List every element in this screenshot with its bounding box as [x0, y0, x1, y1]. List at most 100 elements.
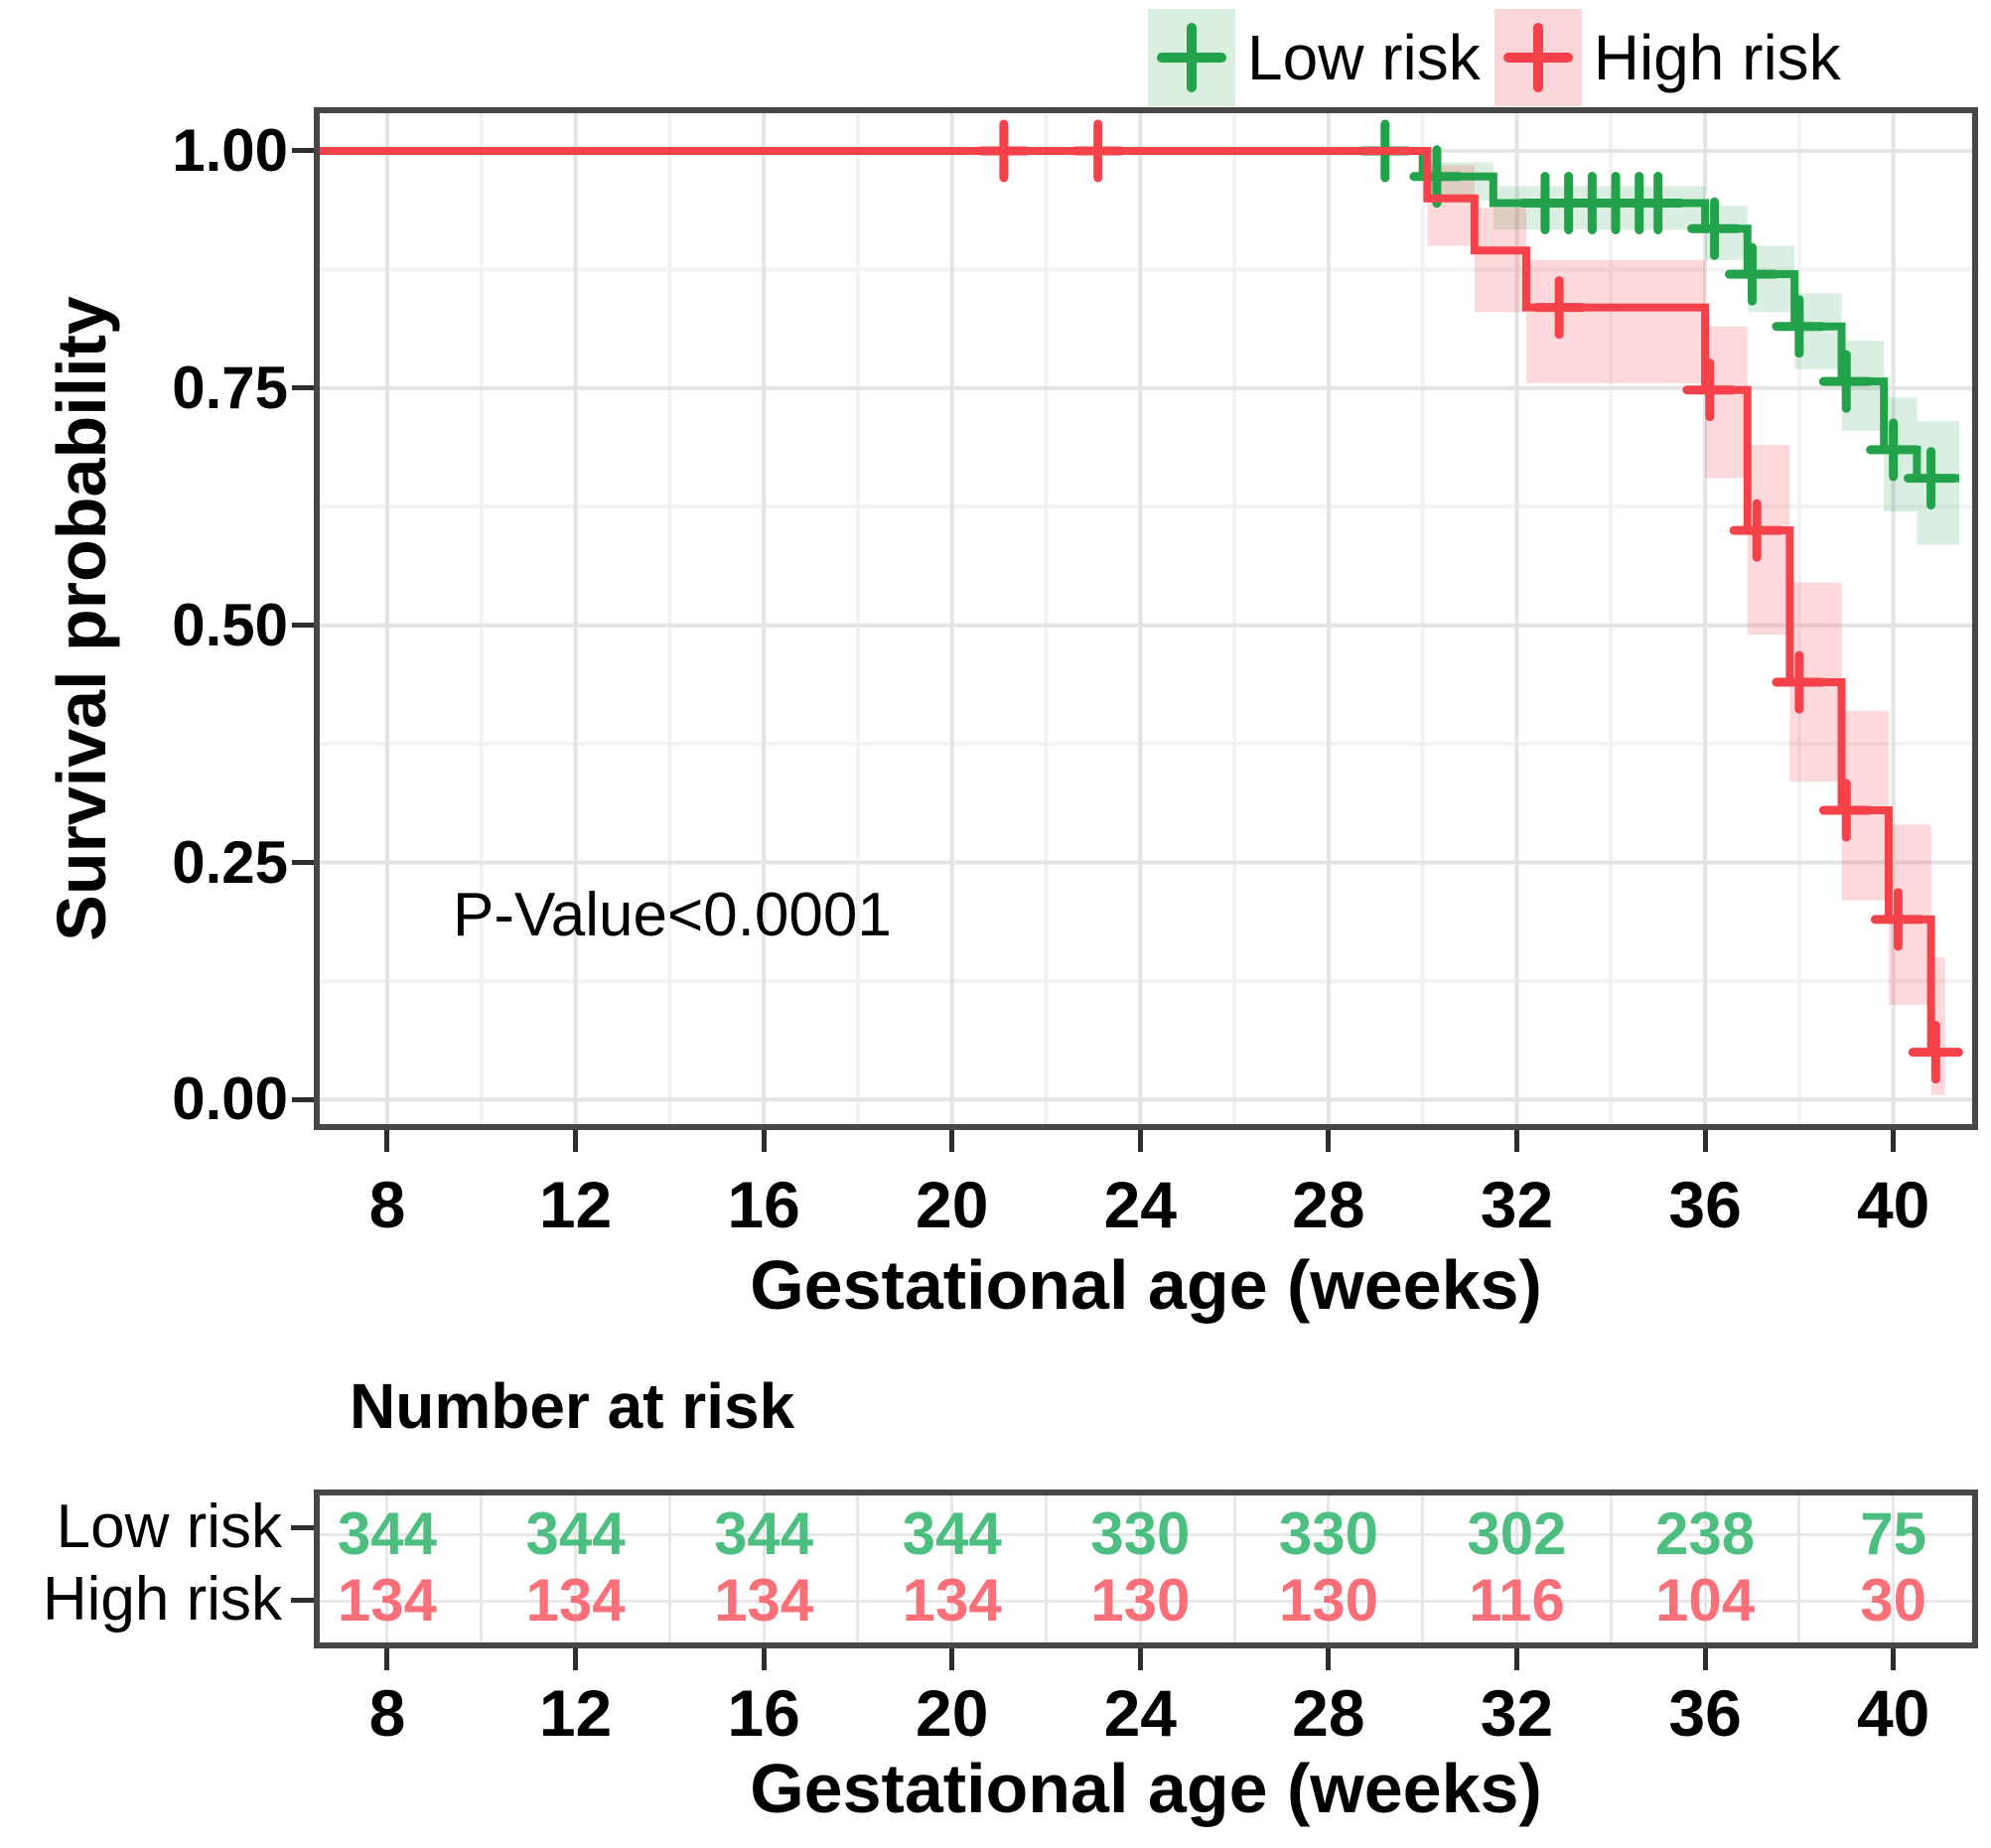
risk-table-x-axis-title: Gestational age (weeks) [750, 1750, 1542, 1827]
risk-table-x-tick-label: 36 [1668, 1676, 1742, 1750]
risk-table-x-tick [384, 1648, 390, 1670]
risk-table-gridline-v [1138, 1495, 1142, 1642]
risk-table-gridline-v [667, 1495, 671, 1642]
x-axis-tick [1891, 1130, 1897, 1152]
risk-count-low-risk: 330 [1278, 1500, 1378, 1567]
risk-table-x-tick-label: 12 [538, 1676, 613, 1750]
y-axis-tick [292, 860, 314, 866]
y-axis-tick [292, 1096, 314, 1102]
risk-table-gridline-v [385, 1495, 389, 1642]
censor-mark-high-risk [1682, 358, 1738, 422]
risk-table-gridline-h [320, 1532, 1972, 1536]
risk-table-x-tick-label: 20 [916, 1676, 989, 1750]
x-tick-label: 40 [1856, 1168, 1930, 1241]
x-axis-tick [1326, 1130, 1332, 1152]
risk-count-high-risk: 134 [902, 1567, 1002, 1634]
risk-count-high-risk: 130 [1278, 1567, 1378, 1634]
censor-mark-low-risk [1631, 172, 1686, 235]
risk-table-gridline-v [1421, 1495, 1425, 1642]
y-axis-tick [292, 148, 314, 154]
risk-count-low-risk: 344 [714, 1500, 814, 1567]
risk-table-x-tick [1891, 1648, 1897, 1670]
x-axis-tick [384, 1130, 390, 1152]
censor-mark-low-risk [1904, 447, 1959, 510]
legend-label-high-risk: High risk [1593, 22, 1841, 93]
censor-mark-high-risk [1729, 498, 1784, 562]
x-axis-tick [1513, 1130, 1519, 1152]
risk-count-low-risk: 344 [525, 1500, 626, 1567]
risk-table-x-tick-label: 40 [1856, 1676, 1930, 1750]
x-tick-label: 28 [1292, 1168, 1365, 1241]
risk-table-gridline-v [480, 1495, 484, 1642]
risk-table-x-tick [573, 1648, 579, 1670]
risk-row-tick-low [291, 1525, 314, 1530]
risk-table-x-tick [1326, 1648, 1332, 1670]
risk-count-high-risk: 134 [337, 1567, 437, 1634]
risk-table-gridline-v [856, 1495, 860, 1642]
legend-item-high-risk: High risk [1493, 9, 1841, 106]
risk-table-gridline-v [1327, 1495, 1331, 1642]
censor-mark-high-risk [1908, 1021, 1963, 1084]
risk-table-x-tick-label: 16 [727, 1676, 800, 1750]
risk-table-gridline-v [950, 1495, 954, 1642]
risk-count-high-risk: 116 [1469, 1567, 1565, 1634]
risk-table-x-tick-label: 24 [1103, 1676, 1177, 1750]
low-risk-censor-cross-icon [1148, 9, 1235, 106]
censor-mark-low-risk [1772, 295, 1827, 358]
risk-count-high-risk: 104 [1655, 1567, 1756, 1634]
survival-plot-panel [314, 107, 1978, 1130]
survival-curve-high-risk [314, 146, 1945, 1057]
risk-table-gridline-v [1609, 1495, 1613, 1642]
legend-item-low-risk: Low risk [1148, 9, 1481, 106]
risk-table-x-tick [761, 1648, 767, 1670]
risk-count-high-risk: 130 [1090, 1567, 1191, 1634]
risk-table-gridline-v [1892, 1495, 1896, 1642]
pvalue-annotation: P-Value<0.0001 [453, 881, 892, 949]
censor-mark-high-risk [1818, 779, 1874, 842]
risk-table-x-tick-label: 28 [1292, 1676, 1365, 1750]
x-axis-title: Gestational age (weeks) [750, 1246, 1542, 1324]
confidence-band-low-risk [1493, 186, 1706, 230]
censor-mark-high-risk [1531, 276, 1587, 340]
panel-background [314, 107, 1978, 1130]
risk-count-high-risk: 30 [1860, 1567, 1927, 1634]
risk-table-gridline-v [1045, 1495, 1049, 1642]
risk-row-tick-high [291, 1598, 314, 1603]
x-axis-tick [1137, 1130, 1143, 1152]
x-tick-label: 32 [1480, 1168, 1554, 1241]
y-tick-label: 0.50 [172, 591, 288, 658]
y-axis-tick [292, 623, 314, 629]
confidence-band-high-risk [1474, 208, 1526, 313]
y-tick-label: 0.25 [172, 828, 288, 896]
x-tick-label: 12 [538, 1168, 613, 1241]
x-axis-tick [761, 1130, 767, 1152]
high-risk-censor-cross-icon [1493, 9, 1582, 106]
censor-mark-high-risk [976, 119, 1032, 183]
confidence-band-low-risk [1884, 397, 1918, 512]
y-tick-label: 0.75 [172, 354, 288, 421]
risk-table-title: Number at risk [350, 1370, 795, 1442]
risk-table-x-tick [949, 1648, 955, 1670]
risk-table-gridline-v [1232, 1495, 1236, 1642]
x-tick-label: 36 [1668, 1168, 1742, 1241]
risk-count-low-risk: 344 [337, 1500, 437, 1567]
risk-table-gridline-v [1797, 1495, 1801, 1642]
risk-table-gridline-h [320, 1599, 1972, 1603]
risk-count-low-risk: 238 [1655, 1500, 1756, 1567]
x-tick-label: 20 [916, 1168, 989, 1241]
risk-count-low-risk: 344 [902, 1500, 1002, 1567]
legend-label-low-risk: Low risk [1247, 22, 1481, 93]
risk-count-low-risk: 330 [1090, 1500, 1191, 1567]
censor-mark-low-risk [1866, 418, 1921, 482]
x-axis-tick [1702, 1130, 1708, 1152]
risk-table-gridline-v [1514, 1495, 1518, 1642]
risk-count-high-risk: 134 [525, 1567, 626, 1634]
risk-table-gridline-v [574, 1495, 578, 1642]
x-tick-label: 16 [727, 1168, 800, 1241]
censor-mark-high-risk [1070, 119, 1126, 183]
risk-table-x-tick [1513, 1648, 1519, 1670]
y-axis-tick [292, 385, 314, 391]
risk-count-high-risk: 134 [714, 1567, 814, 1634]
risk-table-gridline-v [1703, 1495, 1707, 1642]
